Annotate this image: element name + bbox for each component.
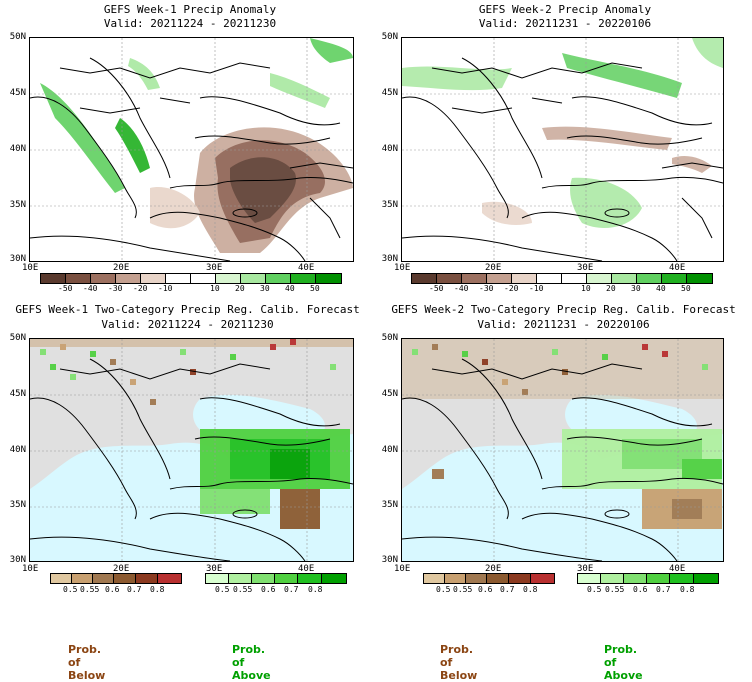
cb-label: -50 [429,284,444,293]
cb-label: 40 [656,284,666,293]
panel-title: GEFS Week-1 Two-Category Precip Reg. Cal… [15,303,360,316]
lat-label-30n: 30N [9,254,26,264]
cb-label: 0.6 [261,585,276,594]
lat-label-30n: 30N [381,254,398,264]
lon-label-30e: 30E [577,564,594,574]
probability-map-week2 [401,338,724,562]
cb-label: -30 [479,284,494,293]
lon-label-30e: 30E [206,564,223,574]
panel-valid: Valid: 20211231 - 20220106 [478,17,652,30]
lat-label-45n: 45N [381,88,398,98]
cb-label: 30 [631,284,641,293]
cb-label: 0.55 [80,585,100,594]
lon-label-40e: 40E [669,564,686,574]
panel-title: GEFS Week-1 Precip Anomaly [103,3,277,16]
cb-label: 30 [260,284,270,293]
lon-label-30e: 30E [577,263,594,273]
panel-title: GEFS Week-2 Precip Anomaly [478,3,652,16]
cb-label: 0.6 [478,585,493,594]
cb-label: 20 [235,284,245,293]
lat-label-45n: 45N [9,389,26,399]
cb-label: 50 [310,284,320,293]
prob-below-colorbar [50,573,182,584]
cb-label: 0.5 [215,585,230,594]
cb-label: 0.8 [680,585,695,594]
probability-map-week1 [29,338,354,562]
prob-below-colorbar [423,573,555,584]
lon-label-40e: 40E [298,564,315,574]
cb-label: 0.55 [453,585,473,594]
cb-label: 0.7 [127,585,142,594]
cb-label: 10 [210,284,220,293]
lat-label-30n: 30N [9,555,26,565]
cb-label: -20 [133,284,148,293]
cb-label: 0.5 [436,585,451,594]
anomaly-colorbar [411,273,713,284]
lat-label-40n: 40N [9,144,26,154]
lon-label-20e: 20E [113,564,130,574]
cb-label: 0.8 [308,585,323,594]
lat-label-30n: 30N [381,555,398,565]
lat-label-40n: 40N [9,445,26,455]
lon-label-10e: 10E [394,564,411,574]
cb-label: 0.7 [656,585,671,594]
lat-label-50n: 50N [9,333,26,343]
lon-label-40e: 40E [298,263,315,273]
cb-label: 0.6 [633,585,648,594]
cb-label: 0.55 [233,585,253,594]
lat-label-50n: 50N [381,333,398,343]
lat-label-50n: 50N [9,32,26,42]
lat-label-35n: 35N [381,500,398,510]
panel-valid: Valid: 20211224 - 20211230 [103,17,277,30]
lon-label-10e: 10E [22,564,39,574]
cb-label: 0.7 [284,585,299,594]
cb-label: -10 [529,284,544,293]
cb-label: -40 [83,284,98,293]
lat-label-35n: 35N [381,200,398,210]
lon-label-40e: 40E [669,263,686,273]
lat-label-35n: 35N [9,200,26,210]
lon-label-20e: 20E [485,263,502,273]
lat-label-40n: 40N [381,144,398,154]
anomaly-map-week1 [29,37,354,262]
lat-label-35n: 35N [9,500,26,510]
lon-label-10e: 10E [22,263,39,273]
legend-prob-below: Prob. of Below [440,643,478,682]
anomaly-colorbar [40,273,342,284]
lat-label-45n: 45N [9,88,26,98]
cb-label: 40 [285,284,295,293]
lat-label-40n: 40N [381,445,398,455]
legend-prob-above: Prob. of Above [232,643,271,682]
anomaly-map-week2 [401,37,724,262]
cb-label: -50 [58,284,73,293]
lon-label-30e: 30E [206,263,223,273]
prob-above-colorbar [577,573,719,584]
legend-prob-above: Prob. of Above [604,643,643,682]
cb-label: 0.55 [605,585,625,594]
cb-label: 0.8 [150,585,165,594]
prob-above-colorbar [205,573,347,584]
cb-label: 0.8 [523,585,538,594]
lon-label-20e: 20E [485,564,502,574]
cb-label: 20 [606,284,616,293]
cb-label: -40 [454,284,469,293]
lon-label-20e: 20E [113,263,130,273]
lat-label-45n: 45N [381,389,398,399]
cb-label: 0.6 [105,585,120,594]
cb-label: -10 [158,284,173,293]
panel-valid: Valid: 20211224 - 20211230 [101,318,274,331]
lon-label-10e: 10E [394,263,411,273]
cb-label: -20 [504,284,519,293]
cb-label: 0.5 [63,585,78,594]
cb-label: 0.5 [587,585,602,594]
cb-label: 50 [681,284,691,293]
panel-valid: Valid: 20211231 - 20220106 [477,318,650,331]
cb-label: 10 [581,284,591,293]
legend-prob-below: Prob. of Below [68,643,106,682]
lat-label-50n: 50N [381,32,398,42]
panel-title: GEFS Week-2 Two-Category Precip Reg. Cal… [391,303,736,316]
cb-label: 0.7 [500,585,515,594]
cb-label: -30 [108,284,123,293]
